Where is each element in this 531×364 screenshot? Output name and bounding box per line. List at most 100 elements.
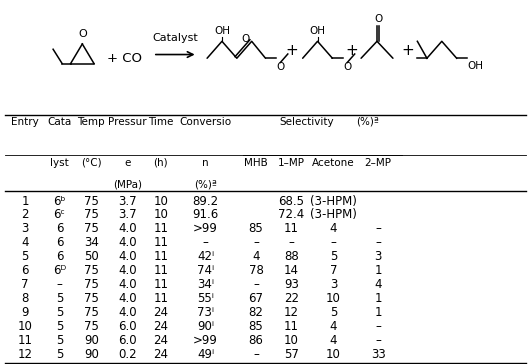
- Text: 4: 4: [330, 222, 337, 236]
- Text: 4.0: 4.0: [118, 236, 137, 249]
- Text: OH: OH: [214, 26, 230, 36]
- Text: 6: 6: [56, 250, 63, 263]
- Text: 11: 11: [153, 236, 168, 249]
- Text: +: +: [345, 43, 358, 58]
- Text: lyst: lyst: [50, 158, 69, 167]
- Text: –: –: [375, 320, 381, 333]
- Text: Pressur: Pressur: [108, 117, 147, 127]
- Text: 5: 5: [21, 250, 29, 263]
- Text: Catalyst: Catalyst: [152, 33, 198, 43]
- Text: Selectivity: Selectivity: [279, 117, 333, 127]
- Text: O: O: [374, 14, 382, 24]
- Text: 85: 85: [249, 222, 263, 236]
- Text: 6ᶜ: 6ᶜ: [54, 209, 65, 221]
- Text: 10: 10: [326, 348, 341, 361]
- Text: (h): (h): [153, 158, 168, 167]
- Text: +: +: [401, 43, 414, 58]
- Text: 85: 85: [249, 320, 263, 333]
- Text: MHB: MHB: [244, 158, 268, 167]
- Text: 4.0: 4.0: [118, 278, 137, 291]
- Text: 74ⁱ: 74ⁱ: [197, 264, 214, 277]
- Text: 4.0: 4.0: [118, 306, 137, 319]
- Text: 22: 22: [284, 292, 299, 305]
- Text: 75: 75: [84, 306, 99, 319]
- Text: –: –: [375, 334, 381, 347]
- Text: 10: 10: [18, 320, 32, 333]
- Text: 0.2: 0.2: [118, 348, 137, 361]
- Text: 73ⁱ: 73ⁱ: [197, 306, 214, 319]
- Text: 57: 57: [284, 348, 299, 361]
- Text: + CO: + CO: [107, 52, 142, 65]
- Text: 6: 6: [21, 264, 29, 277]
- Text: 3: 3: [21, 222, 29, 236]
- Text: OH: OH: [467, 62, 483, 71]
- Text: 12: 12: [284, 306, 299, 319]
- Text: 90ⁱ: 90ⁱ: [197, 320, 214, 333]
- Text: (3-HPM): (3-HPM): [310, 194, 357, 207]
- Text: 3: 3: [374, 250, 382, 263]
- Text: 1: 1: [374, 306, 382, 319]
- Text: 10: 10: [326, 292, 341, 305]
- Text: –: –: [375, 236, 381, 249]
- Text: 2: 2: [21, 209, 29, 221]
- Text: 4.0: 4.0: [118, 292, 137, 305]
- Text: 24: 24: [153, 348, 168, 361]
- Text: O: O: [78, 29, 87, 39]
- Text: 42ⁱ: 42ⁱ: [197, 250, 214, 263]
- Text: 88: 88: [284, 250, 299, 263]
- Text: 4.0: 4.0: [118, 250, 137, 263]
- Text: 12: 12: [18, 348, 32, 361]
- Text: Entry: Entry: [11, 117, 39, 127]
- Text: 11: 11: [153, 222, 168, 236]
- Text: 11: 11: [153, 264, 168, 277]
- Text: n: n: [202, 158, 209, 167]
- Text: 75: 75: [84, 209, 99, 221]
- Text: 7: 7: [21, 278, 29, 291]
- Text: O: O: [343, 63, 352, 72]
- Text: –: –: [253, 278, 259, 291]
- Text: 24: 24: [153, 320, 168, 333]
- Text: 6: 6: [56, 236, 63, 249]
- Text: 1: 1: [21, 194, 29, 207]
- Text: 6ᵇ: 6ᵇ: [53, 194, 66, 207]
- Text: 75: 75: [84, 194, 99, 207]
- Text: 72.4: 72.4: [278, 209, 305, 221]
- Text: 5: 5: [56, 306, 63, 319]
- Text: 11: 11: [284, 320, 299, 333]
- Text: 5: 5: [56, 292, 63, 305]
- Text: >99: >99: [193, 222, 218, 236]
- Text: 49ⁱ: 49ⁱ: [197, 348, 214, 361]
- Text: 4: 4: [252, 250, 260, 263]
- Text: 91.6: 91.6: [192, 209, 219, 221]
- Text: 4: 4: [330, 334, 337, 347]
- Text: 24: 24: [153, 306, 168, 319]
- Text: 6: 6: [56, 222, 63, 236]
- Text: 5: 5: [330, 306, 337, 319]
- Text: 75: 75: [84, 292, 99, 305]
- Text: >99: >99: [193, 334, 218, 347]
- Text: 10: 10: [284, 334, 299, 347]
- Text: –: –: [202, 236, 209, 249]
- Text: 93: 93: [284, 278, 299, 291]
- Text: 90: 90: [84, 334, 99, 347]
- Text: –: –: [56, 278, 63, 291]
- Text: Time: Time: [148, 117, 174, 127]
- Text: 4.0: 4.0: [118, 264, 137, 277]
- Text: 10: 10: [153, 194, 168, 207]
- Text: 10: 10: [153, 209, 168, 221]
- Text: OH: OH: [310, 26, 326, 36]
- Text: 75: 75: [84, 320, 99, 333]
- Text: 6ᴰ: 6ᴰ: [53, 264, 66, 277]
- Text: 33: 33: [371, 348, 386, 361]
- Text: 3.7: 3.7: [118, 209, 137, 221]
- Text: 4: 4: [330, 320, 337, 333]
- Text: 1: 1: [374, 264, 382, 277]
- Text: –: –: [288, 236, 295, 249]
- Text: 75: 75: [84, 278, 99, 291]
- Text: 75: 75: [84, 222, 99, 236]
- Text: 50: 50: [84, 250, 99, 263]
- Text: 90: 90: [84, 348, 99, 361]
- Text: 55ⁱ: 55ⁱ: [197, 292, 214, 305]
- Text: 8: 8: [21, 292, 29, 305]
- Text: –: –: [253, 348, 259, 361]
